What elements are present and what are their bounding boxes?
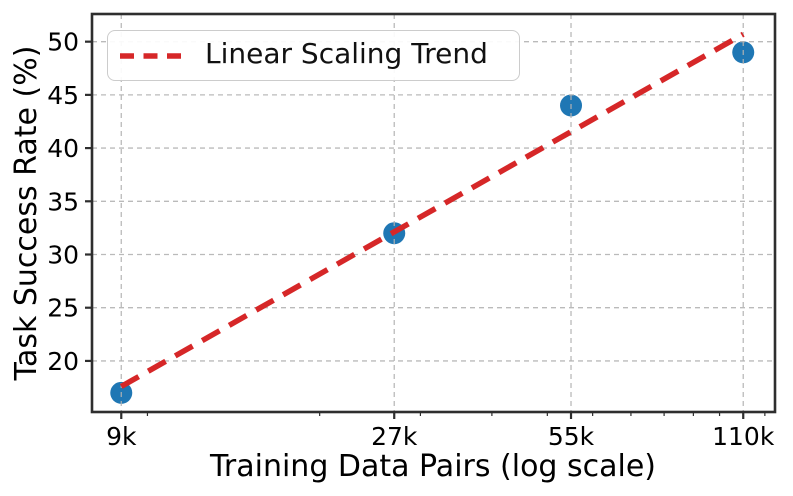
ticks-layer [85,40,766,419]
y-tick-label: 50 [47,28,79,57]
x-tick-label: 55k [548,422,595,451]
y-tick-label: 40 [47,134,79,163]
x-tick-label: 110k [712,422,775,451]
gridlines-layer [92,14,775,412]
y-axis-label: Task Success Rate (%) [9,46,44,382]
data-points-layer [110,41,755,404]
y-tick-label: 20 [47,347,79,376]
trend-line [119,31,745,389]
plot-frame-layer [90,12,777,414]
trend-legend-swatch-icon [120,52,182,59]
x-tick-label: 9k [106,422,137,451]
y-tick-label: 45 [47,81,79,110]
plot-frame [90,12,777,414]
legend: Linear Scaling Trend [107,30,520,81]
trend-line-layer [119,31,745,389]
x-tick-label: 27k [371,422,418,451]
tick-labels-layer: 9k 27k 55k 110k 20 25 30 35 40 45 50 [47,28,775,451]
legend-label: Linear Scaling Trend [205,37,488,70]
x-axis-label: Training Data Pairs (log scale) [209,449,656,484]
y-tick-label: 30 [47,241,79,270]
y-tick-label: 25 [47,294,79,323]
y-tick-label: 35 [47,187,79,216]
